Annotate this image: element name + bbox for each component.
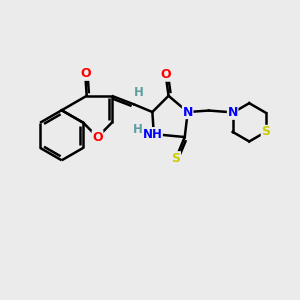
Text: H: H	[134, 86, 144, 99]
Text: O: O	[80, 67, 91, 80]
Text: S: S	[261, 125, 270, 138]
Text: NH: NH	[142, 128, 162, 141]
Text: O: O	[92, 131, 103, 144]
Text: N: N	[227, 106, 238, 119]
Text: N: N	[182, 106, 193, 118]
Text: H: H	[133, 123, 142, 136]
Text: S: S	[171, 152, 180, 165]
Text: O: O	[160, 68, 171, 81]
